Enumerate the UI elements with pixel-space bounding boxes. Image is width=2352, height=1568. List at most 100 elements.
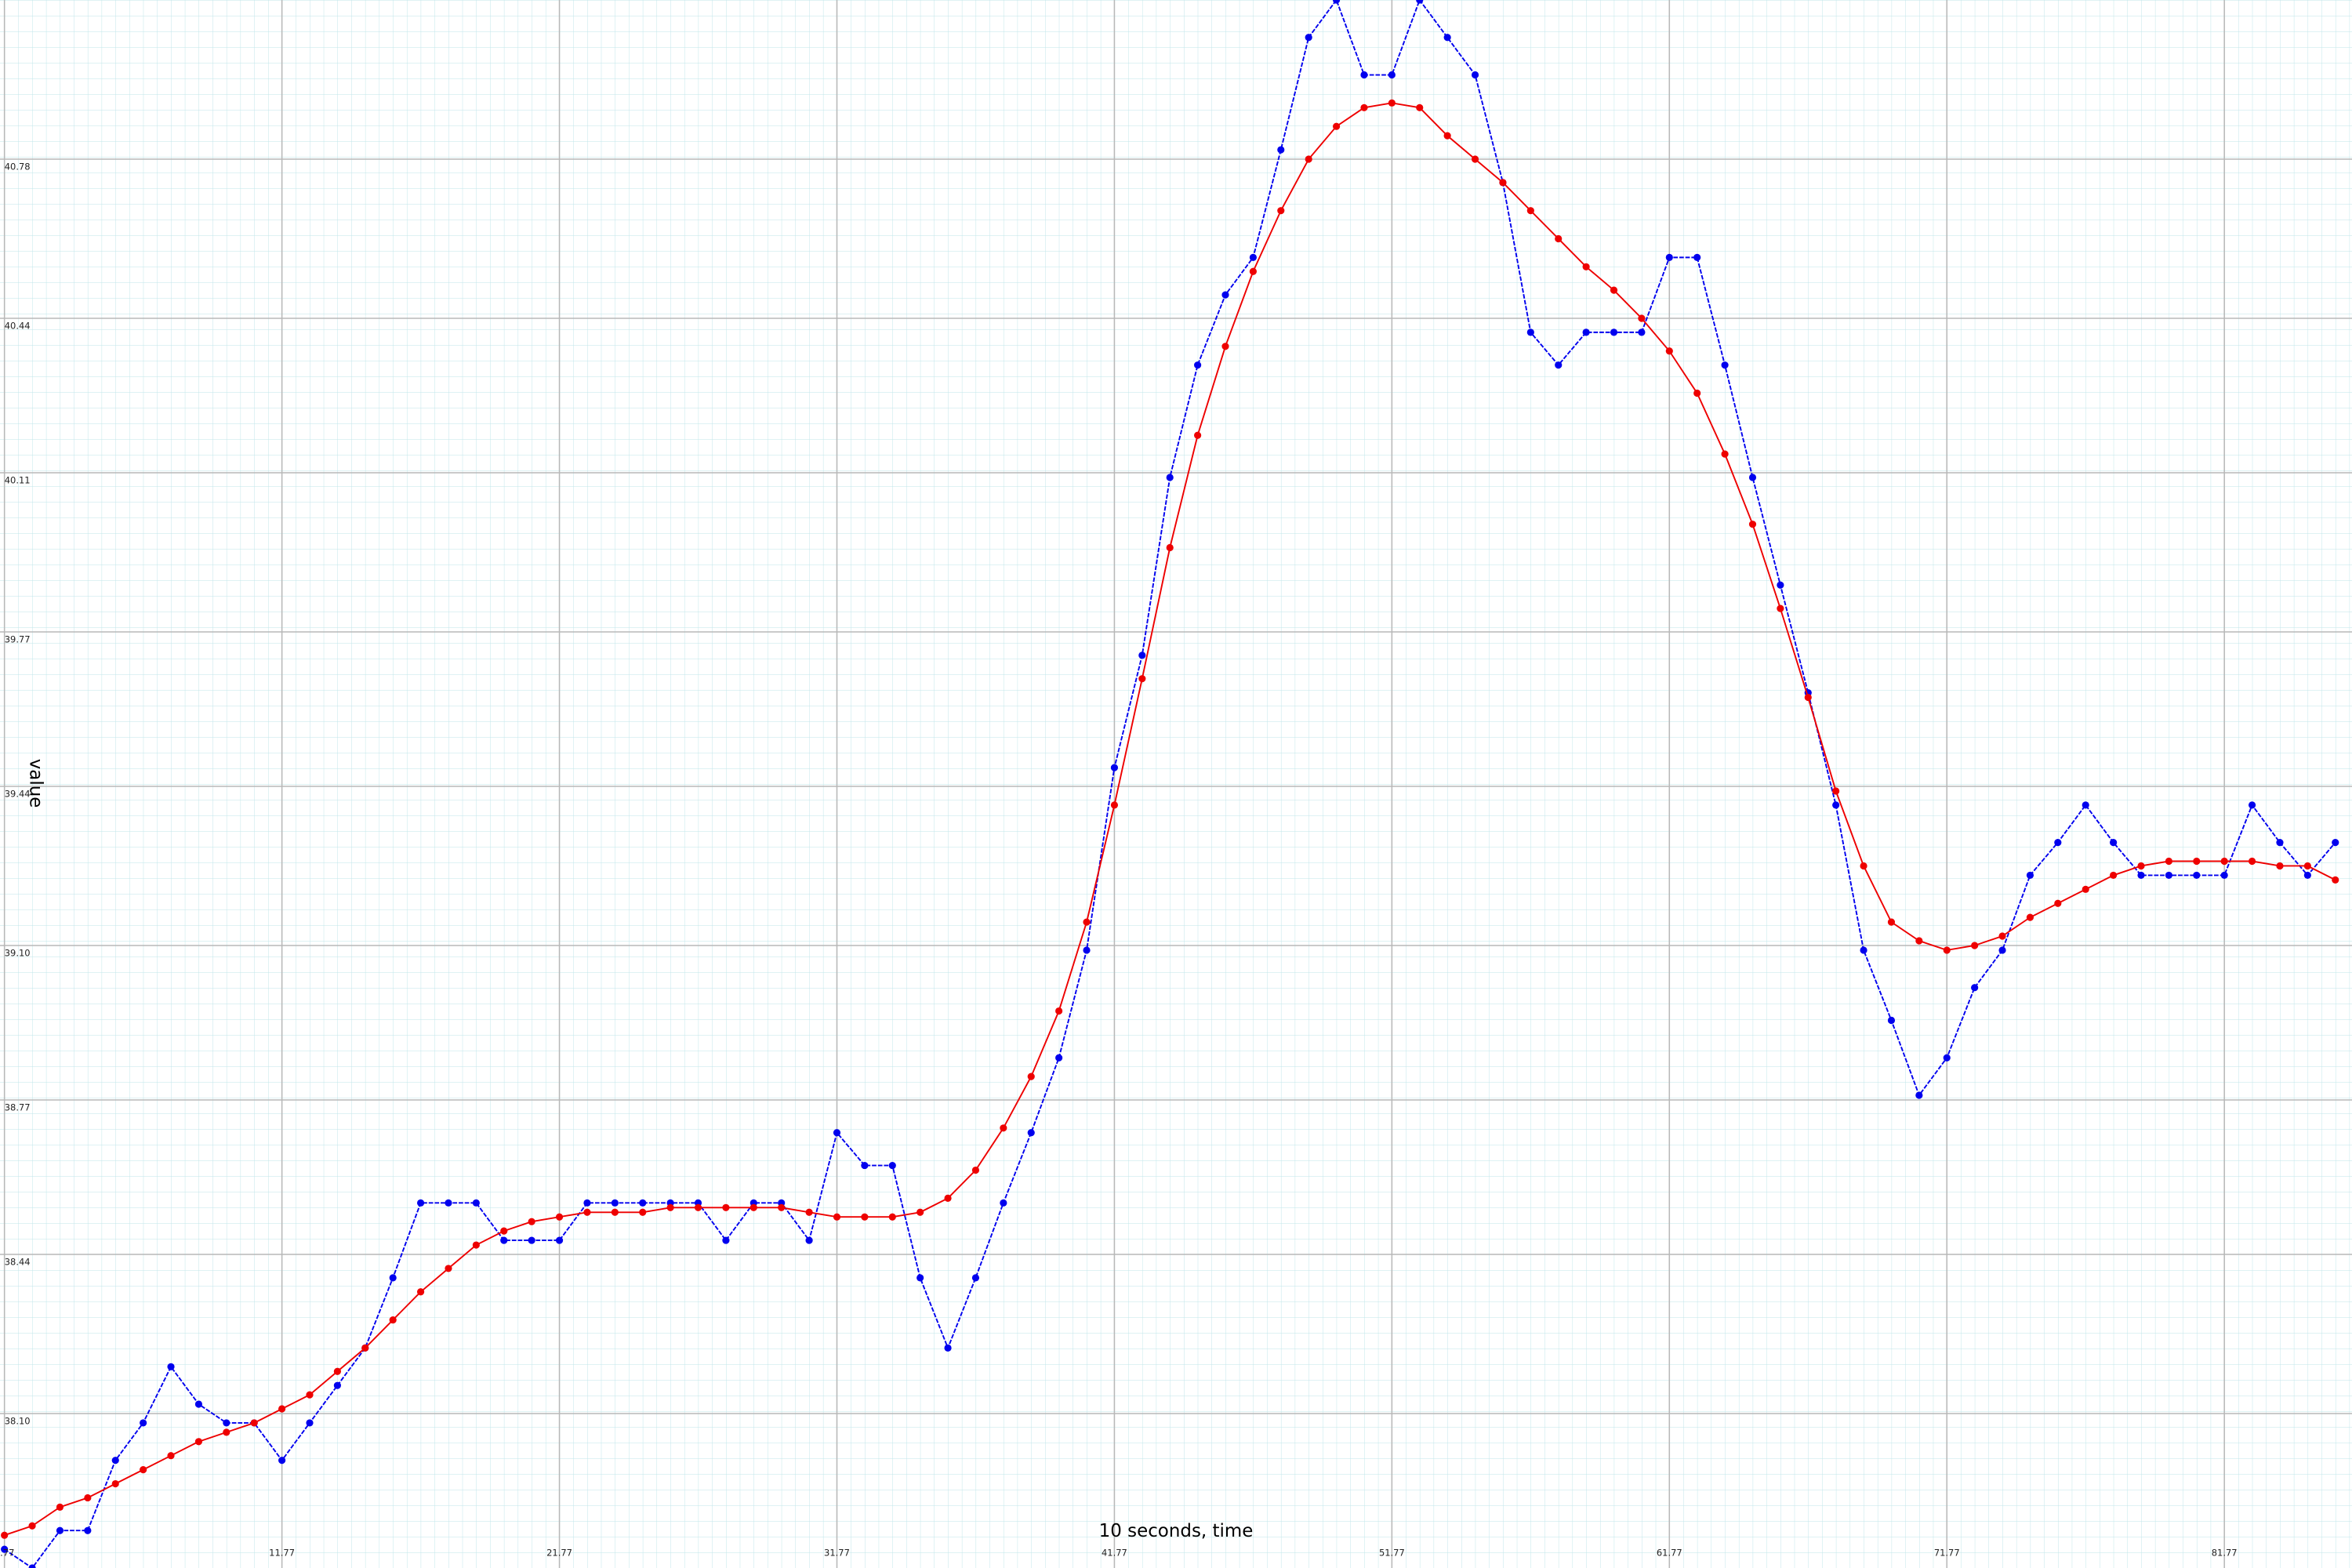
data-point	[1915, 1091, 1923, 1099]
y-tick-label: 39.77	[5, 633, 31, 644]
data-point	[1693, 389, 1701, 397]
data-point	[140, 1419, 147, 1427]
data-point	[1998, 946, 2006, 954]
data-point	[1055, 1054, 1063, 1062]
data-point	[2276, 839, 2284, 847]
y-tick-label: 39.10	[5, 947, 31, 958]
data-point	[611, 1199, 619, 1207]
data-point	[2082, 801, 2089, 809]
data-point	[1000, 1124, 1007, 1132]
data-point	[1110, 801, 1119, 809]
data-point	[1610, 328, 1618, 336]
data-point	[1194, 361, 1202, 369]
x-tick-label: 81.77	[2212, 1548, 2238, 1559]
data-point	[833, 1213, 841, 1221]
data-point	[528, 1218, 535, 1225]
data-point	[2110, 871, 2118, 880]
data-point	[1526, 328, 1534, 336]
data-point	[1748, 521, 1757, 528]
data-point	[2220, 857, 2228, 866]
data-point	[306, 1419, 314, 1427]
data-point	[1860, 946, 1867, 954]
data-point	[2303, 862, 2311, 870]
x-tick-label: 1.77	[0, 1548, 14, 1559]
data-point	[805, 1236, 813, 1244]
data-point	[2137, 862, 2145, 870]
data-point	[1249, 267, 1257, 275]
data-point	[333, 1381, 341, 1389]
data-point	[361, 1344, 369, 1352]
data-point	[1277, 207, 1285, 215]
data-point	[1665, 253, 1673, 261]
data-point	[2193, 857, 2201, 866]
data-point	[722, 1203, 730, 1211]
data-point	[2248, 857, 2256, 866]
data-point	[639, 1199, 647, 1207]
data-point	[1, 1545, 9, 1553]
data-point	[56, 1526, 64, 1534]
data-point	[1610, 286, 1618, 294]
x-tick-label: 71.77	[1934, 1548, 1960, 1559]
y-tick-label: 40.11	[5, 474, 31, 485]
data-point	[1027, 1129, 1035, 1137]
data-point	[2220, 871, 2228, 880]
data-point	[2276, 862, 2284, 870]
data-point	[1083, 918, 1091, 926]
data-point	[583, 1208, 591, 1216]
labels: 10 seconds, time value 38.10 38.44 38.77 39…	[0, 161, 2238, 1558]
data-point	[722, 1236, 730, 1244]
data-point	[2082, 885, 2089, 893]
data-point	[1194, 431, 1202, 439]
data-point	[2193, 871, 2201, 880]
data-point	[916, 1208, 924, 1216]
data-point	[1832, 801, 1840, 809]
data-point	[555, 1213, 564, 1221]
data-point	[611, 1208, 619, 1216]
data-point	[1638, 328, 1646, 336]
data-point	[1777, 604, 1784, 612]
x-tick-label: 11.77	[269, 1548, 295, 1559]
data-point	[1360, 103, 1368, 111]
data-point	[944, 1344, 952, 1352]
data-point	[971, 1274, 980, 1282]
data-point	[916, 1274, 924, 1282]
data-point	[1860, 862, 1867, 870]
data-point	[1332, 122, 1341, 130]
data-point	[1693, 253, 1701, 261]
data-point	[2054, 899, 2062, 907]
data-point	[1110, 764, 1119, 771]
data-point	[416, 1288, 425, 1296]
data-point	[833, 1129, 841, 1137]
data-point	[416, 1199, 425, 1207]
data-point	[1471, 71, 1479, 79]
data-point	[1526, 207, 1534, 215]
data-point	[500, 1227, 508, 1235]
data-point	[389, 1274, 397, 1282]
data-point	[167, 1363, 175, 1370]
data-point	[2054, 839, 2062, 847]
data-point	[1777, 581, 1784, 589]
data-point	[389, 1316, 397, 1324]
data-point	[1055, 1007, 1063, 1015]
data-point	[888, 1213, 896, 1221]
data-point	[111, 1457, 119, 1465]
data-point	[1138, 652, 1146, 659]
data-point	[1499, 179, 1507, 187]
data-point	[1471, 155, 1479, 163]
data-point	[1277, 146, 1285, 154]
data-point	[1943, 1054, 1951, 1062]
data-point	[2165, 857, 2172, 866]
data-point	[750, 1203, 757, 1211]
data-point	[306, 1391, 314, 1399]
data-point	[805, 1208, 813, 1216]
x-tick-label: 41.77	[1102, 1548, 1127, 1559]
data-point	[445, 1199, 452, 1207]
x-tick-label: 51.77	[1379, 1548, 1405, 1559]
data-point	[223, 1419, 230, 1427]
data-point	[1332, 0, 1341, 4]
data-point	[1305, 34, 1312, 42]
x-tick-label: 61.77	[1657, 1548, 1682, 1559]
data-point	[250, 1419, 258, 1427]
